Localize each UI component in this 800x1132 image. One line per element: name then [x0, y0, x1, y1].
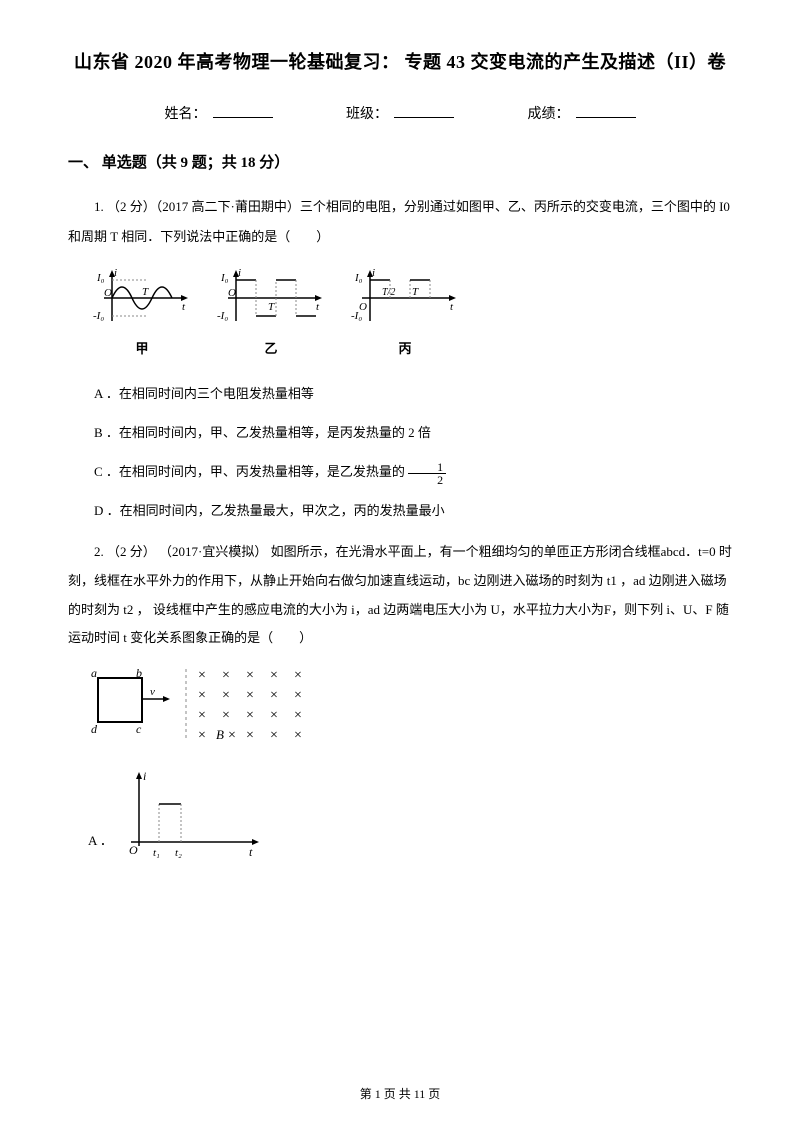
- q1-option-d: D ．在相同时间内，乙发热量最大，甲次之，丙的发热量最小: [68, 495, 732, 526]
- svg-text:i: i: [143, 769, 146, 783]
- graph-bing-svg: I₀ -I₀ O T/2 T t i: [350, 266, 460, 328]
- svg-text:×: ×: [222, 708, 230, 723]
- q1-stem: 1. （2 分）（2017 高二下·莆田期中）三个相同的电阻，分别通过如图甲、乙…: [68, 192, 732, 252]
- q1-option-a: A ．在相同时间内三个电阻发热量相等: [68, 378, 732, 409]
- q1-option-b: B ．在相同时间内，甲、乙发热量相等，是丙发热量的 2 倍: [68, 417, 732, 448]
- q2-diagram-svg: a b d c v × × × × × × × × × × × × × × × × B × × × ×: [88, 663, 318, 745]
- svg-text:×: ×: [246, 728, 254, 743]
- svg-text:i: i: [238, 267, 241, 279]
- svg-text:×: ×: [294, 688, 302, 703]
- score-label: 成绩：: [528, 103, 570, 119]
- class-blank: [394, 102, 454, 118]
- svg-text:×: ×: [222, 668, 230, 683]
- svg-text:v: v: [150, 686, 155, 698]
- svg-text:×: ×: [246, 708, 254, 723]
- name-label: 姓名：: [165, 103, 207, 119]
- svg-text:×: ×: [270, 728, 278, 743]
- svg-text:T/2: T/2: [382, 287, 395, 298]
- class-label: 班级：: [346, 103, 388, 119]
- svg-text:T: T: [412, 286, 419, 298]
- svg-text:i: i: [114, 267, 117, 279]
- graph-bing-label: 丙: [398, 334, 411, 364]
- graph-yi: I₀ -I₀ O T t i 乙: [216, 266, 326, 364]
- section-heading: 一、 单选题（共 9 题；共 18 分）: [68, 151, 732, 172]
- graph-jia-svg: I₀ -I₀ O T t i: [92, 266, 192, 328]
- svg-text:t₂: t₂: [175, 847, 182, 859]
- svg-text:t: t: [450, 301, 454, 313]
- svg-text:t: t: [249, 845, 253, 859]
- graph-yi-label: 乙: [264, 334, 277, 364]
- svg-text:×: ×: [270, 668, 278, 683]
- student-info-line: 姓名： 班级： 成绩：: [68, 102, 732, 123]
- q1-option-c-pre: C ．在相同时间内，甲、丙发热量相等，是乙发热量的: [94, 464, 408, 479]
- question-1: 1. （2 分）（2017 高二下·莆田期中）三个相同的电阻，分别通过如图甲、乙…: [68, 192, 732, 526]
- svg-text:×: ×: [246, 668, 254, 683]
- graph-jia-label: 甲: [135, 334, 148, 364]
- svg-text:a: a: [91, 666, 97, 680]
- graph-yi-svg: I₀ -I₀ O T t i: [216, 266, 326, 328]
- svg-text:×: ×: [222, 688, 230, 703]
- svg-text:t₁: t₁: [153, 847, 160, 859]
- svg-text:I₀: I₀: [220, 272, 229, 284]
- page-footer: 第 1 页 共 11 页: [0, 1085, 800, 1102]
- svg-text:I₀: I₀: [96, 272, 105, 284]
- svg-text:T: T: [268, 301, 275, 313]
- name-blank: [213, 102, 273, 118]
- svg-text:I₀: I₀: [354, 272, 363, 284]
- svg-text:×: ×: [270, 688, 278, 703]
- frac-den: 2: [408, 474, 446, 486]
- svg-text:×: ×: [228, 728, 236, 743]
- svg-text:-I₀: -I₀: [217, 310, 228, 322]
- svg-text:×: ×: [198, 688, 206, 703]
- svg-text:×: ×: [294, 668, 302, 683]
- svg-text:t: t: [182, 301, 186, 313]
- svg-text:×: ×: [270, 708, 278, 723]
- svg-text:d: d: [91, 722, 98, 736]
- score-blank: [576, 102, 636, 118]
- q1-option-c: C ．在相同时间内，甲、丙发热量相等，是乙发热量的 12: [68, 456, 732, 487]
- svg-text:×: ×: [198, 668, 206, 683]
- svg-text:c: c: [136, 722, 142, 736]
- q1-graphs: I₀ -I₀ O T t i 甲 I₀ -I₀ O T: [92, 266, 732, 364]
- svg-text:×: ×: [294, 728, 302, 743]
- svg-text:b: b: [136, 666, 142, 680]
- q2-stem: 2. （2 分） （2017·宜兴模拟） 如图所示，在光滑水平面上，有一个粗细均…: [68, 538, 732, 652]
- q2-images: a b d c v × × × × × × × × × × × × × × × × B × × × × A ．: [88, 663, 732, 860]
- svg-text:O: O: [228, 287, 236, 299]
- svg-text:T: T: [142, 286, 149, 298]
- svg-text:×: ×: [294, 708, 302, 723]
- question-2: 2. （2 分） （2017·宜兴模拟） 如图所示，在光滑水平面上，有一个粗细均…: [68, 538, 732, 859]
- svg-text:×: ×: [198, 708, 206, 723]
- q2-optA-graph-svg: O i t t₁ t₂: [117, 768, 267, 860]
- svg-text:-I₀: -I₀: [93, 310, 104, 322]
- svg-text:O: O: [129, 843, 138, 857]
- svg-text:×: ×: [198, 728, 206, 743]
- svg-text:i: i: [372, 267, 375, 279]
- q1-option-c-fraction: 12: [408, 461, 446, 486]
- graph-bing: I₀ -I₀ O T/2 T t i 丙: [350, 266, 460, 364]
- page-title: 山东省 2020 年高考物理一轮基础复习： 专题 43 交变电流的产生及描述（I…: [68, 48, 732, 74]
- svg-text:B: B: [216, 727, 224, 742]
- svg-text:t: t: [316, 301, 320, 313]
- graph-jia: I₀ -I₀ O T t i 甲: [92, 266, 192, 364]
- svg-text:×: ×: [246, 688, 254, 703]
- svg-text:O: O: [104, 287, 112, 299]
- frac-num: 1: [408, 461, 446, 474]
- q2-option-a-label: A ．: [88, 826, 113, 856]
- svg-text:O: O: [359, 301, 367, 313]
